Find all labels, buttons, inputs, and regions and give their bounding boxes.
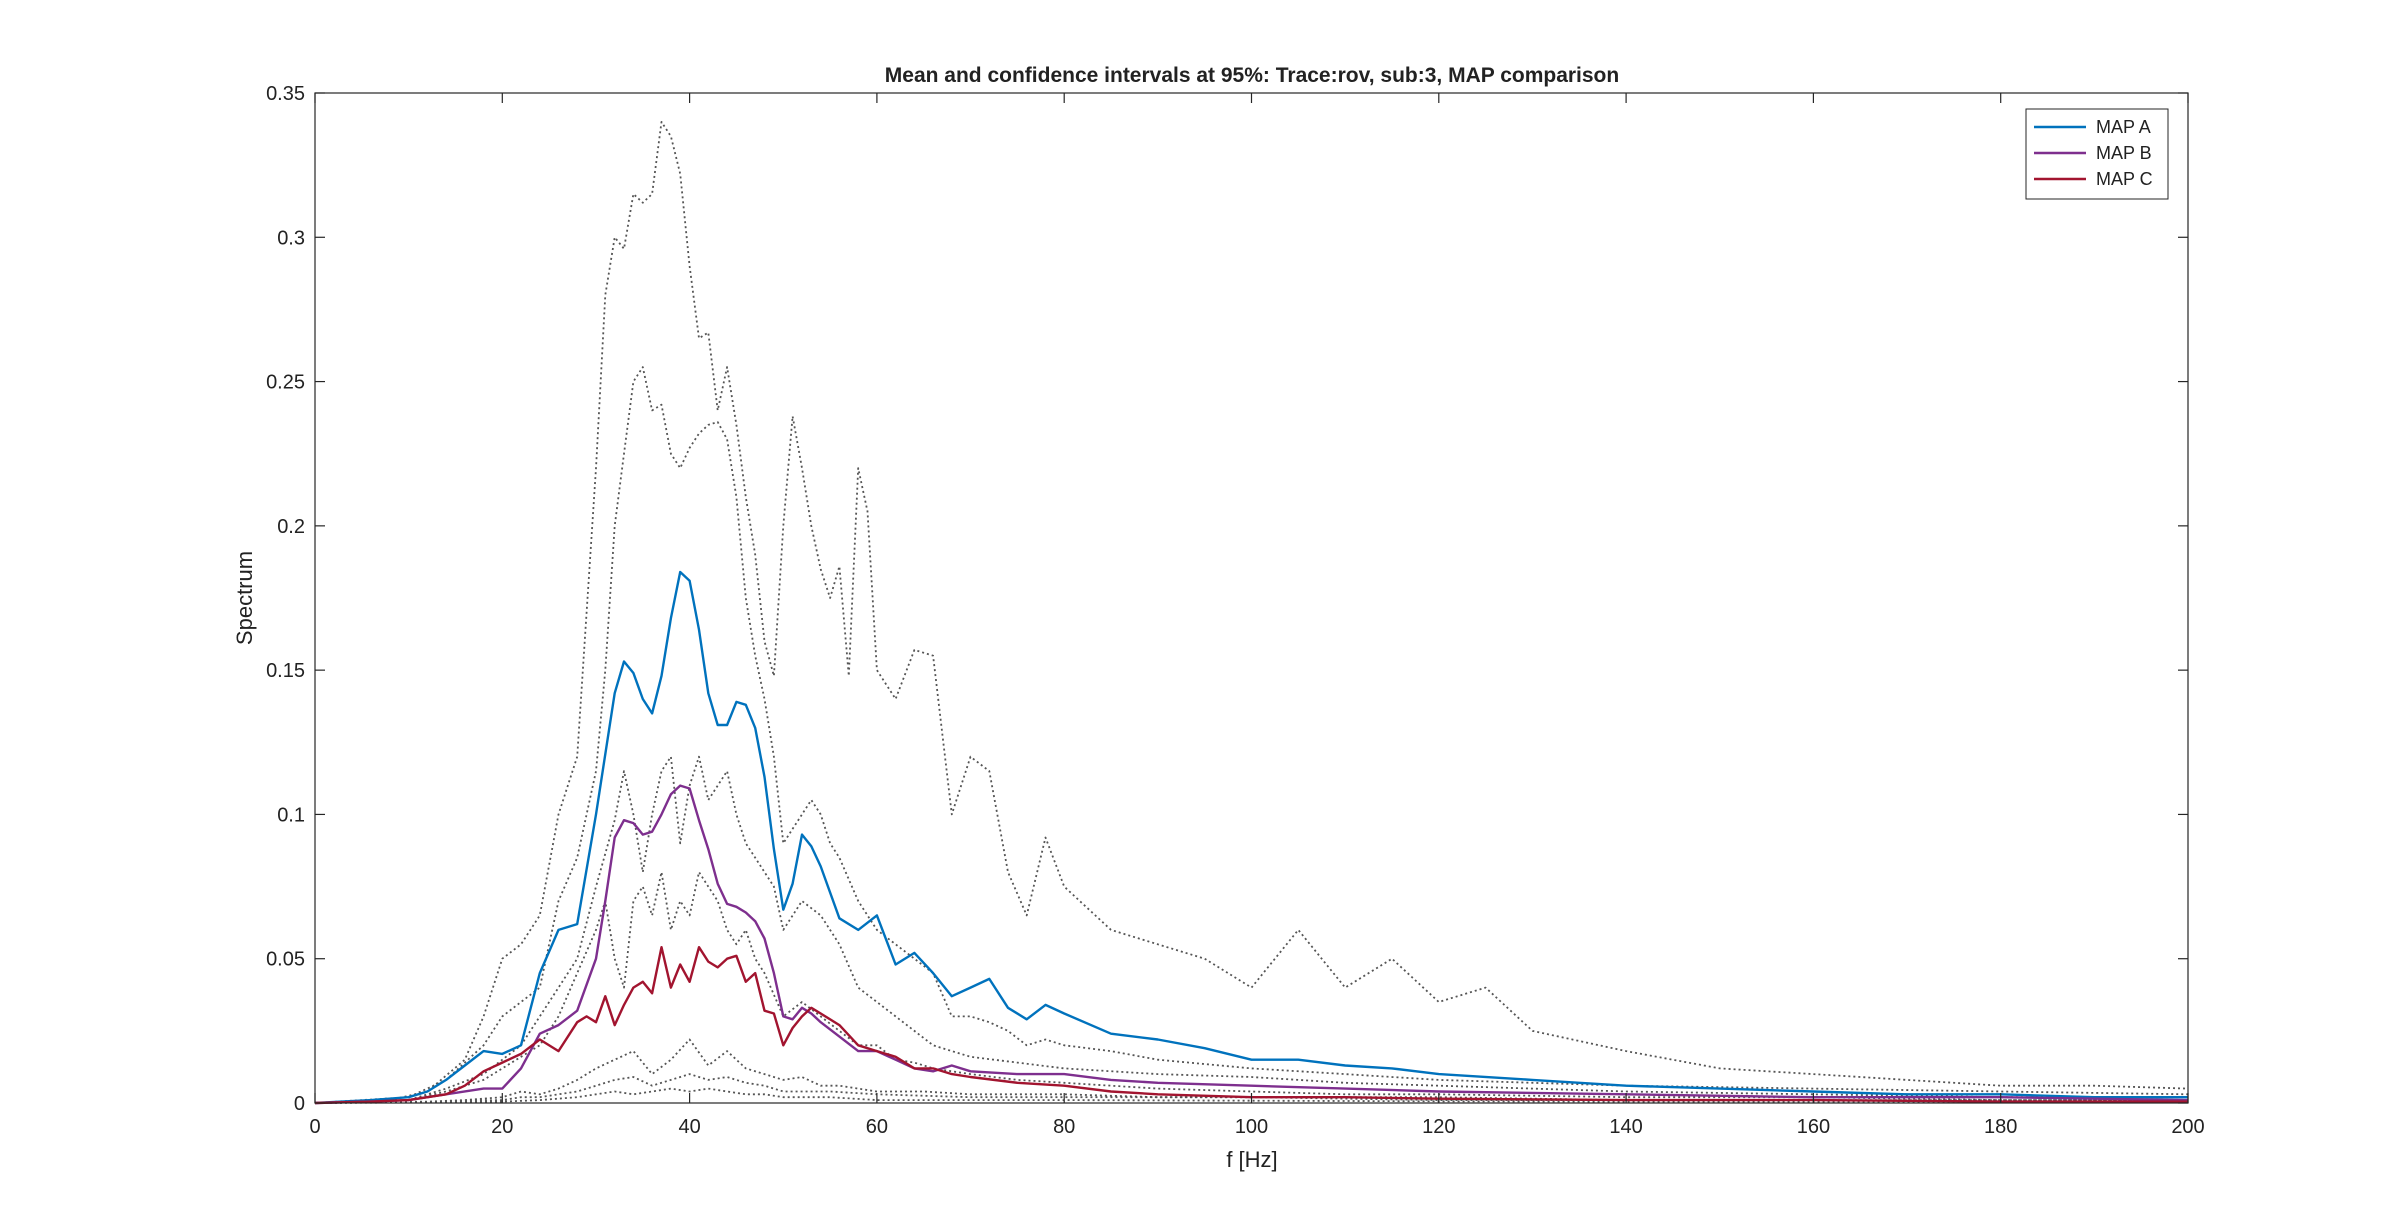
confidence-interval-line-8 [314, 1073, 2188, 1104]
x-axis-label: f [Hz] [1226, 1147, 1277, 1172]
legend-entry: MAP A [2096, 117, 2151, 137]
y-tick-label: 0.15 [266, 660, 305, 682]
x-tick-label: 0 [309, 1116, 320, 1138]
y-tick-label: 0.25 [266, 372, 305, 394]
legend: MAP A MAP B MAP C [2025, 108, 2169, 200]
x-tick-label: 20 [491, 1116, 513, 1138]
x-tick-label: 160 [1797, 1116, 1830, 1138]
series-line-map-c [314, 946, 2188, 1105]
y-tick-label: 0.1 [277, 804, 305, 826]
x-tick-label: 180 [1984, 1116, 2017, 1138]
axis-ticks: 0 20 40 60 80 100 120 140 160 180 200 0 0.05 0.1 0.15 0… [266, 83, 2205, 1138]
confidence-interval-line-3 [314, 121, 2189, 1104]
x-tick-label: 120 [1422, 1116, 1455, 1138]
plot-area [314, 121, 2189, 1105]
confidence-interval-line-7 [314, 1038, 2188, 1104]
y-tick-label: 0.3 [277, 227, 305, 249]
y-tick-label: 0.2 [277, 516, 305, 538]
x-tick-label: 100 [1235, 1116, 1268, 1138]
x-tick-label: 140 [1609, 1116, 1642, 1138]
series-line-map-a [314, 570, 2188, 1105]
x-tick-label: 60 [866, 1116, 888, 1138]
chart-title: Mean and confidence intervals at 95%: Tr… [885, 64, 1619, 87]
y-tick-label: 0.05 [266, 949, 305, 971]
legend-entry: MAP B [2096, 143, 2152, 163]
y-tick-label: 0.35 [266, 83, 305, 105]
x-tick-label: 200 [2171, 1116, 2204, 1138]
confidence-interval-line-6 [314, 871, 2188, 1104]
confidence-interval-line-4 [314, 366, 2189, 1104]
x-tick-label: 80 [1053, 1116, 1075, 1138]
series-line-map-b [314, 784, 2189, 1105]
y-axis-label: Spectrum [232, 551, 257, 645]
x-tick-label: 40 [678, 1116, 700, 1138]
y-tick-label: 0 [294, 1093, 305, 1115]
legend-entry: MAP C [2096, 169, 2153, 189]
